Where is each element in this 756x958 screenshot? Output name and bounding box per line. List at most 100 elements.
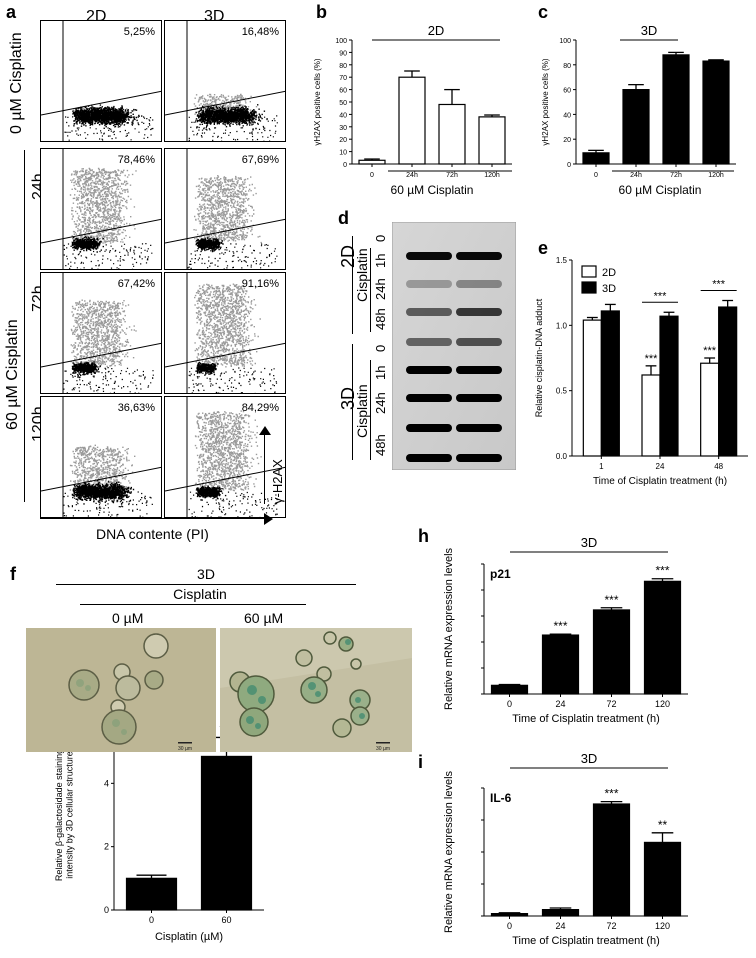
group-label: 2D (428, 23, 445, 38)
flow-y-axis-label: γ-H2AX (270, 459, 285, 504)
blot-band (406, 308, 452, 316)
x-tick-label: 24h (630, 172, 642, 179)
y-tick-label: 4 (104, 778, 109, 788)
scale-bar-label-right: 30 µm (376, 746, 390, 752)
significance-stars: *** (553, 619, 567, 633)
chart-i: Relative mRNA expression levels 0 24 *** 72 *… (443, 754, 688, 947)
x-axis-label: Time of Cisplatin treatment (h) (512, 713, 660, 725)
significance-stars: *** (703, 345, 717, 357)
chart-e: 0.0 0.5 1.0 1.5 Relative cisplatin-DNA adduc… (534, 256, 748, 487)
panel-letter-a: a (6, 2, 17, 22)
blot-band (456, 252, 502, 260)
y-tick-label: 20 (339, 137, 347, 144)
significance-stars: *** (712, 279, 726, 291)
panel-letter-h: h (418, 526, 429, 546)
bar (438, 103, 466, 165)
flow-percentage: 36,63% (117, 402, 155, 414)
flow-dots (165, 149, 285, 269)
y-tick-label: 0 (567, 162, 571, 169)
y-tick-label: 80 (563, 63, 571, 70)
bar (358, 159, 386, 165)
bar (662, 54, 690, 165)
y-axis-label: Relative cisplatin-DNA adduct (534, 298, 544, 417)
blot-time-bracket-2d (370, 248, 371, 332)
gate-threshold-line (165, 218, 285, 244)
legend-label: 2D (602, 267, 616, 279)
x-tick-label: 0 (507, 699, 512, 709)
x-axis-label: 60 µM Cisplatin (391, 183, 474, 197)
panel-letter-c: c (538, 2, 549, 22)
y-tick-label: 1.0 (556, 321, 568, 330)
blot-band (406, 252, 452, 260)
gate-threshold-line (41, 466, 161, 492)
blot-band (456, 308, 502, 316)
blot-bracket-3d (352, 344, 353, 460)
y-tick-label: 50 (339, 100, 347, 107)
bar (718, 306, 738, 457)
y-axis-label: γH2AX positive cells (%) (541, 58, 550, 145)
y-tick-label: 2 (104, 842, 109, 852)
x-tick-label: 0 (594, 172, 598, 179)
flow-percentage: 67,69% (241, 154, 279, 166)
significance-stars: *** (604, 593, 618, 607)
gate-threshold-line (165, 90, 285, 116)
bar (659, 315, 679, 457)
flow-dots (41, 397, 161, 517)
x-axis-label: Time of Cisplatin treatment (h) (512, 935, 660, 947)
x-axis-label: Cisplatin (µM) (155, 931, 223, 943)
blot-band (406, 338, 452, 346)
y-axis-label: Relative mRNA expression levels (443, 547, 455, 710)
y-tick-label: 1.5 (556, 256, 568, 265)
blot-time-1h-2d: 1h (373, 253, 388, 268)
bar (702, 60, 730, 165)
micrograph-60uM: 30 µm (220, 628, 412, 752)
y-tick-label: 70 (339, 75, 347, 82)
scale-bar-label-left: 30 µm (178, 746, 192, 752)
significance-stars: *** (655, 564, 669, 578)
x-tick-label: 72h (670, 172, 682, 179)
blot-band (406, 454, 452, 462)
blot-treatment-2d: Cisplatin (354, 248, 370, 302)
y-tick-label: 40 (339, 112, 347, 119)
row-label-0-cisplatin: 0 µM Cisplatin (8, 32, 25, 134)
y-tick-label: 90 (339, 50, 347, 57)
bar (125, 877, 178, 911)
flow-percentage: 91,16% (241, 278, 279, 290)
y-axis-label: Relative β-galactosidade stainingintensi… (54, 749, 74, 881)
treatment-bracket-line (24, 150, 25, 502)
bar (582, 319, 602, 457)
gate-threshold-line (41, 218, 161, 244)
y-tick-label: 80 (339, 63, 347, 70)
x-tick-label: 120 (655, 921, 670, 931)
y-tick-label: 0.0 (556, 452, 568, 461)
y-axis-arrow-line (264, 434, 265, 504)
gate-threshold-line (165, 342, 285, 368)
x-tick-label: 72h (446, 172, 458, 179)
x-tick-label: 0 (370, 172, 374, 179)
x-tick-label: 120h (484, 172, 500, 179)
y-tick-label: 60 (339, 88, 347, 95)
blot-band (406, 280, 452, 288)
gate-threshold-line (165, 466, 285, 492)
x-axis-label: Time of Cisplatin treatment (h) (593, 476, 727, 487)
panel-letter-f: f (10, 564, 16, 584)
row-label-60-cisplatin: 60 µM Cisplatin (4, 319, 21, 430)
significance-stars: *** (604, 787, 618, 801)
chart-title: IL-6 (490, 791, 512, 805)
bar (490, 913, 529, 917)
blot-band (406, 424, 452, 432)
flow-plot-2d-row2: 67,42% (40, 272, 162, 394)
bar (490, 684, 529, 695)
flow-plot-3d-row0: 16,48% (164, 20, 286, 142)
flow-plot-3d-row2: 91,16% (164, 272, 286, 394)
y-tick-label: 100 (335, 38, 347, 45)
bar (622, 88, 650, 165)
legend-swatch (581, 265, 597, 278)
x-tick-label: 120h (708, 172, 724, 179)
f-treatment-line (80, 604, 306, 605)
blot-time-1h-3d: 1h (373, 365, 388, 380)
panel-letter-i: i (418, 752, 424, 772)
group-label: 3D (641, 23, 658, 38)
group-label: 3D (581, 754, 598, 766)
panel-letter-d: d (338, 208, 349, 228)
